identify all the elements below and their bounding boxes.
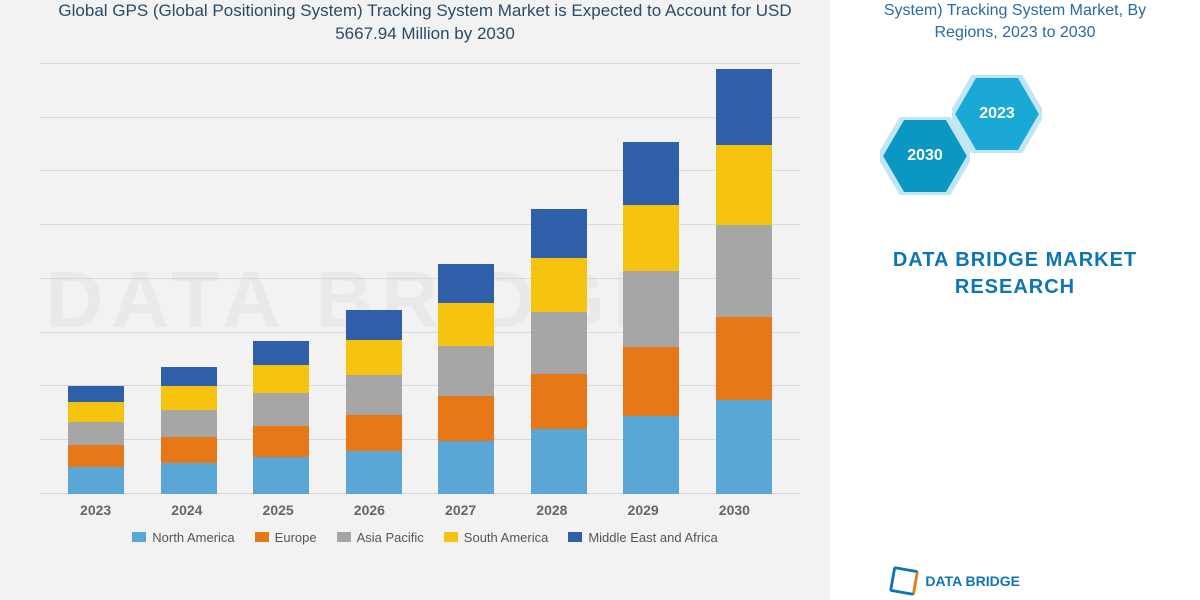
legend-label: Middle East and Africa (588, 530, 717, 545)
seg-south-america (346, 340, 402, 374)
seg-north-america (438, 441, 494, 494)
x-axis-labels: 2023 2024 2025 2026 2027 2028 2029 2030 (30, 494, 790, 518)
bar-2023 (68, 386, 124, 493)
seg-south-america (161, 386, 217, 409)
x-label: 2024 (159, 502, 215, 518)
seg-north-america (716, 400, 772, 494)
seg-europe (438, 396, 494, 441)
seg-europe (253, 426, 309, 456)
legend-label: Europe (275, 530, 317, 545)
footer-logo-text: DATA BRIDGE (925, 573, 1020, 589)
chart-title: Global GPS (Global Positioning System) T… (30, 0, 820, 64)
legend-item: South America (444, 530, 549, 545)
seg-north-america (531, 429, 587, 494)
seg-south-america (531, 258, 587, 312)
seg-asia-pacific (346, 375, 402, 415)
x-label: 2025 (250, 502, 306, 518)
seg-south-america (716, 145, 772, 225)
brand-line1: DATA BRIDGE MARKET (830, 247, 1200, 274)
seg-north-america (161, 463, 217, 494)
seg-north-america (68, 467, 124, 494)
legend-item: North America (132, 530, 234, 545)
right-title: System) Tracking System Market, By Regio… (830, 0, 1200, 57)
seg-middle-east-and-africa (253, 341, 309, 365)
seg-asia-pacific (161, 410, 217, 437)
seg-asia-pacific (438, 346, 494, 396)
seg-europe (716, 317, 772, 400)
legend-swatch-icon (255, 532, 269, 542)
x-label: 2029 (615, 502, 671, 518)
bar-2030 (716, 69, 772, 494)
legend-item: Middle East and Africa (568, 530, 717, 545)
x-label: 2030 (706, 502, 762, 518)
seg-europe (346, 415, 402, 451)
hex-badges: 2030 2023 (860, 57, 1200, 237)
legend-swatch-icon (337, 532, 351, 542)
chart-legend: North America Europe Asia Pacific South Ame… (30, 518, 820, 545)
seg-north-america (346, 451, 402, 494)
seg-asia-pacific (68, 422, 124, 445)
bars-row (40, 64, 800, 494)
seg-middle-east-and-africa (346, 310, 402, 340)
chart-area: Global GPS (Global Positioning System) T… (30, 0, 820, 580)
hex-2030-label: 2030 (907, 147, 943, 165)
seg-europe (161, 437, 217, 462)
x-label: 2023 (68, 502, 124, 518)
x-label: 2026 (341, 502, 397, 518)
legend-label: North America (152, 530, 234, 545)
seg-europe (68, 445, 124, 467)
footer-logo: DATA BRIDGE (891, 568, 1020, 594)
x-label: 2028 (524, 502, 580, 518)
chart-plot (40, 64, 800, 494)
seg-asia-pacific (623, 271, 679, 347)
seg-south-america (253, 365, 309, 393)
seg-north-america (623, 416, 679, 494)
legend-item: Europe (255, 530, 317, 545)
bar-2025 (253, 341, 309, 494)
seg-middle-east-and-africa (438, 264, 494, 303)
brand-line2: RESEARCH (830, 274, 1200, 301)
seg-north-america (253, 457, 309, 494)
seg-south-america (623, 205, 679, 271)
hex-2023: 2023 (952, 75, 1042, 153)
legend-swatch-icon (132, 532, 146, 542)
seg-south-america (68, 402, 124, 422)
seg-middle-east-and-africa (531, 209, 587, 259)
bar-2026 (346, 310, 402, 494)
logo-mark-icon (889, 566, 919, 596)
seg-middle-east-and-africa (623, 142, 679, 205)
seg-europe (531, 374, 587, 430)
seg-middle-east-and-africa (161, 367, 217, 387)
legend-item: Asia Pacific (337, 530, 424, 545)
legend-label: Asia Pacific (357, 530, 424, 545)
right-panel: System) Tracking System Market, By Regio… (830, 0, 1200, 600)
legend-swatch-icon (568, 532, 582, 542)
x-label: 2027 (433, 502, 489, 518)
seg-middle-east-and-africa (716, 69, 772, 145)
hex-2023-label: 2023 (979, 105, 1015, 123)
seg-asia-pacific (716, 225, 772, 317)
legend-label: South America (464, 530, 549, 545)
seg-middle-east-and-africa (68, 386, 124, 402)
seg-asia-pacific (253, 393, 309, 426)
bar-2024 (161, 367, 217, 494)
seg-europe (623, 347, 679, 415)
legend-swatch-icon (444, 532, 458, 542)
seg-asia-pacific (531, 312, 587, 374)
brand-text: DATA BRIDGE MARKET RESEARCH (830, 247, 1200, 301)
bar-2027 (438, 264, 494, 494)
seg-south-america (438, 303, 494, 346)
bar-2028 (531, 209, 587, 494)
bar-2029 (623, 142, 679, 494)
